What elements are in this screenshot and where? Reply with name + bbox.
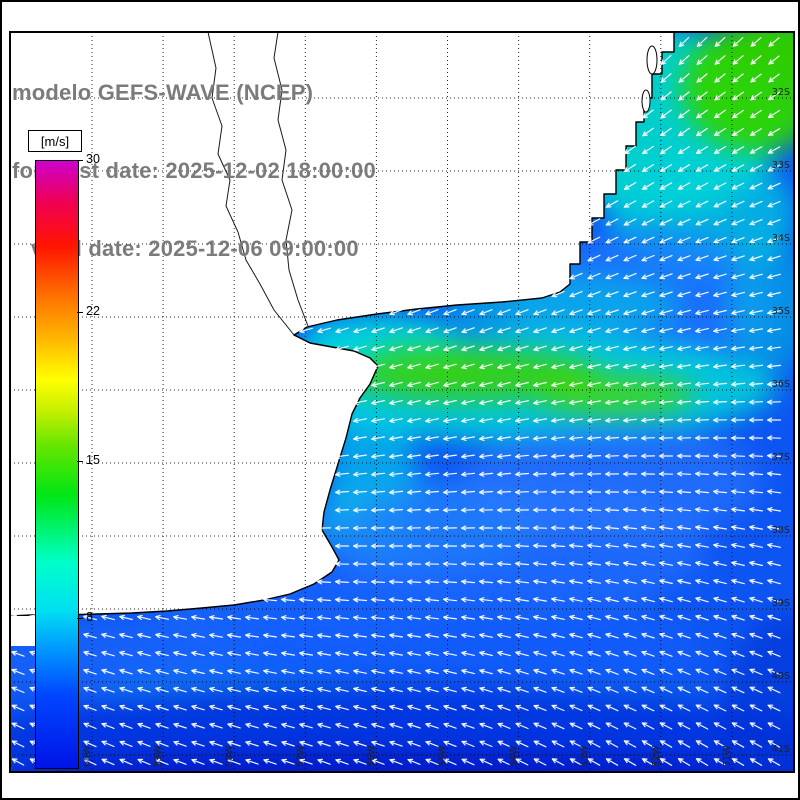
valid-date: valid date: 2025-12-06 09:00:00 (12, 236, 359, 261)
lon-label: 53W (580, 745, 591, 767)
lat-label: 34S (772, 233, 790, 244)
lon-label: 57W (295, 745, 306, 767)
lon-label: 51W (722, 745, 733, 767)
lon-label: 59W (153, 745, 164, 767)
lat-label: 39S (772, 598, 790, 609)
lat-label: 41S (772, 744, 790, 755)
lat-label: 36S (772, 379, 790, 390)
lat-label: 40S (772, 671, 790, 682)
lon-label: 58W (224, 745, 235, 767)
no-data-cell (10, 616, 44, 646)
lat-label: 33S (772, 160, 790, 171)
model-title: modelo GEFS-WAVE (NCEP) (12, 80, 314, 105)
lon-label: 60W (82, 745, 93, 767)
river (273, 31, 309, 327)
lon-label: 55W (438, 745, 449, 767)
lon-label: 54W (509, 745, 520, 767)
lat-label: 38S (772, 525, 790, 536)
map-frame (9, 31, 795, 773)
header: modelo GEFS-WAVE (NCEP) forecast date: 2… (12, 28, 376, 314)
lat-label: 37S (772, 452, 790, 463)
axis-labels: 32S 33S 34S 35S 36S 37S 38S 39S 40S 41S 60W 59W 58W 5… (82, 87, 790, 767)
landmass (9, 31, 675, 617)
lon-label: 52W (651, 745, 662, 767)
grid-lines (10, 32, 794, 772)
lon-label: 56W (366, 745, 377, 767)
lagoon (646, 45, 658, 75)
wind-vectors (11, 36, 782, 766)
lat-label: 35S (772, 306, 790, 317)
river (207, 31, 295, 336)
lagoon (641, 89, 651, 113)
wind-speed-field (2, 12, 798, 798)
lat-label: 32S (772, 87, 790, 98)
forecast-date: forecast date: 2025-12-02 18:00:00 (12, 158, 376, 183)
